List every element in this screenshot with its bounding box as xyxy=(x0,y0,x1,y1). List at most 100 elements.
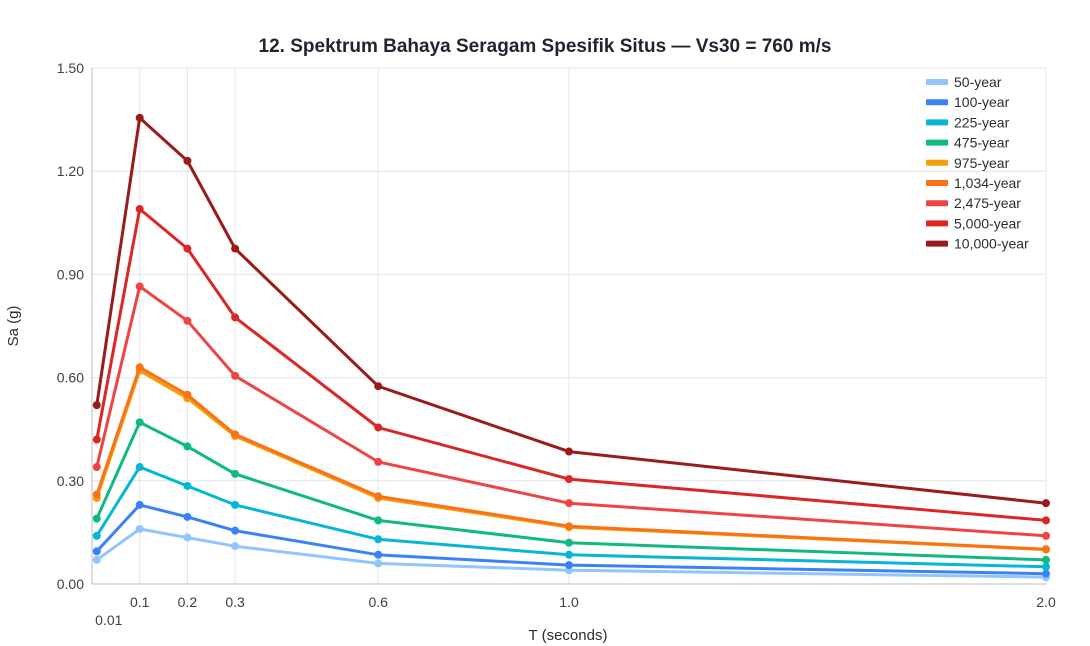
series-100-year xyxy=(92,500,1050,578)
legend-item-50-year[interactable]: 50-year xyxy=(926,74,1002,90)
y-tick-label: 0.00 xyxy=(57,576,84,592)
data-point-475-year[interactable] xyxy=(374,516,383,525)
legend-item-10-000-year[interactable]: 10,000-year xyxy=(926,236,1029,252)
y-tick-label: 0.30 xyxy=(57,473,84,489)
data-point-1-034-year[interactable] xyxy=(135,363,144,372)
y-tick-label: 1.50 xyxy=(57,60,84,76)
data-point-5-000-year[interactable] xyxy=(135,205,144,214)
legend[interactable]: 50-year 100-year 225-year 475-year 975-year 1… xyxy=(926,74,1029,252)
data-point-475-year[interactable] xyxy=(565,538,573,547)
data-point-100-year[interactable] xyxy=(92,547,101,556)
data-point-10-000-year[interactable] xyxy=(374,382,383,391)
data-point-225-year[interactable] xyxy=(135,463,144,472)
legend-item-100-year[interactable]: 100-year xyxy=(926,94,1010,110)
data-point-5-000-year[interactable] xyxy=(1042,516,1050,525)
legend-swatch xyxy=(926,119,948,126)
data-point-5-000-year[interactable] xyxy=(231,313,240,322)
data-point-5-000-year[interactable] xyxy=(374,423,383,432)
tick-labels: 0.00 0.30 0.60 0.90 1.20 1.50 0.01 0.1 0.2 0.3 0.6… xyxy=(57,60,1056,628)
x-tick-label: 0.2 xyxy=(178,594,198,610)
data-point-10-000-year[interactable] xyxy=(183,156,192,165)
data-point-475-year[interactable] xyxy=(92,514,101,523)
data-point-475-year[interactable] xyxy=(135,418,144,427)
data-point-10-000-year[interactable] xyxy=(565,447,573,456)
legend-label: 50-year xyxy=(954,74,1002,90)
data-point-2-475-year[interactable] xyxy=(92,463,101,472)
x-axis-label: T (seconds) xyxy=(529,627,608,644)
data-point-225-year[interactable] xyxy=(565,550,573,559)
data-point-10-000-year[interactable] xyxy=(1042,499,1050,508)
series-1-034-year xyxy=(92,363,1050,554)
data-point-50-year[interactable] xyxy=(374,559,383,568)
data-point-1-034-year[interactable] xyxy=(565,522,573,531)
legend-item-1-034-year[interactable]: 1,034-year xyxy=(926,175,1021,191)
legend-swatch xyxy=(926,240,948,247)
data-point-2-475-year[interactable] xyxy=(565,499,573,508)
data-point-225-year[interactable] xyxy=(1042,562,1050,571)
data-point-100-year[interactable] xyxy=(565,561,573,570)
data-point-1-034-year[interactable] xyxy=(92,490,101,499)
series-475-year xyxy=(92,418,1050,564)
y-tick-label: 0.90 xyxy=(57,266,84,282)
axes xyxy=(91,68,1046,585)
x-tick-label: 0.01 xyxy=(95,612,122,628)
data-point-225-year[interactable] xyxy=(231,500,240,509)
legend-swatch xyxy=(926,99,948,106)
legend-item-225-year[interactable]: 225-year xyxy=(926,114,1010,130)
series-2-475-year xyxy=(92,282,1050,540)
data-point-475-year[interactable] xyxy=(183,442,192,451)
data-point-225-year[interactable] xyxy=(374,535,383,544)
legend-label: 975-year xyxy=(954,155,1010,171)
data-point-5-000-year[interactable] xyxy=(565,475,573,484)
data-point-2-475-year[interactable] xyxy=(183,316,192,325)
data-point-1-034-year[interactable] xyxy=(231,430,240,439)
y-axis-label: Sa (g) xyxy=(5,306,22,347)
data-point-5-000-year[interactable] xyxy=(183,244,192,253)
data-point-100-year[interactable] xyxy=(374,550,383,559)
data-point-10-000-year[interactable] xyxy=(135,113,144,122)
data-point-1-034-year[interactable] xyxy=(374,492,383,501)
x-tick-label: 1.0 xyxy=(559,594,579,610)
data-point-50-year[interactable] xyxy=(92,555,101,564)
legend-swatch xyxy=(926,200,948,207)
series-lines xyxy=(92,113,1050,582)
data-point-100-year[interactable] xyxy=(1042,569,1050,578)
data-point-2-475-year[interactable] xyxy=(374,457,383,466)
data-point-1-034-year[interactable] xyxy=(183,390,192,399)
data-point-5-000-year[interactable] xyxy=(92,435,101,444)
data-point-475-year[interactable] xyxy=(231,469,240,478)
data-point-10-000-year[interactable] xyxy=(231,244,240,253)
data-point-50-year[interactable] xyxy=(183,533,192,542)
series-line-1-034-year xyxy=(95,365,1048,551)
data-point-100-year[interactable] xyxy=(135,500,144,509)
legend-label: 475-year xyxy=(954,135,1010,151)
legend-label: 100-year xyxy=(954,94,1010,110)
data-point-225-year[interactable] xyxy=(183,481,192,490)
data-point-50-year[interactable] xyxy=(231,542,240,551)
x-tick-label: 0.1 xyxy=(130,594,150,610)
data-point-100-year[interactable] xyxy=(231,526,240,535)
series-5-000-year xyxy=(92,205,1050,525)
legend-item-475-year[interactable]: 475-year xyxy=(926,135,1010,151)
legend-item-5-000-year[interactable]: 5,000-year xyxy=(926,215,1021,231)
series-10-000-year xyxy=(92,113,1050,508)
legend-label: 225-year xyxy=(954,114,1010,130)
data-point-100-year[interactable] xyxy=(183,512,192,521)
data-point-50-year[interactable] xyxy=(135,524,144,533)
legend-item-975-year[interactable]: 975-year xyxy=(926,155,1010,171)
data-point-2-475-year[interactable] xyxy=(1042,531,1050,540)
data-point-1-034-year[interactable] xyxy=(1042,545,1050,554)
legend-item-2-475-year[interactable]: 2,475-year xyxy=(926,195,1021,211)
x-tick-label: 2.0 xyxy=(1036,594,1056,610)
series-225-year xyxy=(92,463,1050,571)
legend-label: 5,000-year xyxy=(954,215,1021,231)
data-point-2-475-year[interactable] xyxy=(135,282,144,291)
y-tick-label: 0.60 xyxy=(57,370,84,386)
data-point-2-475-year[interactable] xyxy=(231,371,240,380)
legend-swatch xyxy=(926,79,948,85)
data-point-10-000-year[interactable] xyxy=(92,401,101,410)
data-point-225-year[interactable] xyxy=(92,531,101,540)
data-point-475-year[interactable] xyxy=(1042,555,1050,564)
series-line-475-year xyxy=(95,420,1048,562)
legend-swatch xyxy=(926,180,948,186)
